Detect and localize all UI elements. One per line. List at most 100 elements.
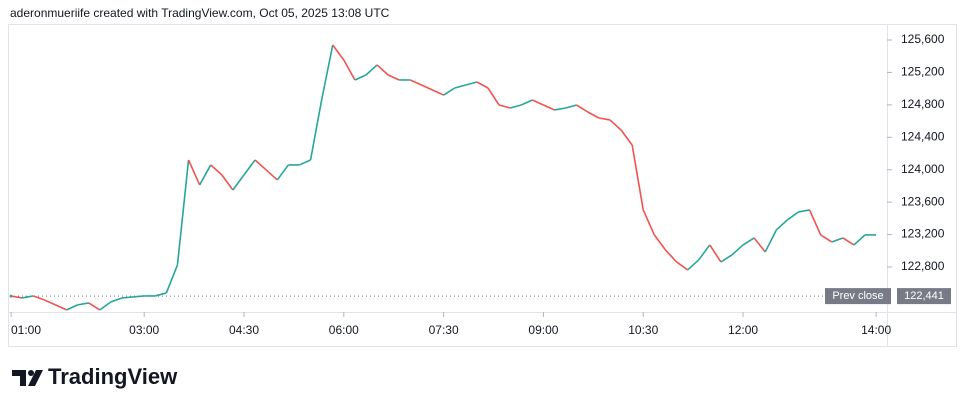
price-segment	[620, 129, 633, 146]
prev-close-value-tag	[897, 288, 951, 305]
price-segment	[631, 144, 645, 211]
price-segment	[709, 244, 722, 263]
y-tick-label: 124,800	[901, 97, 945, 111]
price-segment	[44, 299, 56, 306]
x-tick-label: 04:30	[229, 323, 259, 337]
price-segment	[520, 99, 533, 106]
price-segment	[332, 44, 345, 61]
price-segment	[742, 237, 755, 246]
price-segment	[687, 259, 700, 271]
logo-text: TradingView	[48, 364, 178, 389]
x-tick-label: 14:00	[861, 323, 891, 337]
price-segment	[676, 261, 689, 271]
y-tick-label: 124,000	[901, 162, 945, 176]
price-segment	[853, 234, 866, 246]
price-segment	[820, 234, 833, 243]
y-tick-label: 125,200	[901, 65, 945, 79]
price-segment	[254, 159, 267, 171]
price-segment	[10, 295, 23, 299]
price-segment	[609, 119, 622, 131]
price-segment	[299, 159, 311, 166]
price-segment	[77, 302, 89, 306]
price-segment	[808, 209, 822, 236]
price-segment	[753, 237, 766, 253]
price-segment	[554, 107, 566, 111]
price-segment	[476, 81, 489, 89]
price-segment	[99, 301, 112, 311]
price-segment	[598, 117, 611, 121]
price-segment	[543, 104, 555, 111]
price-segment	[764, 229, 778, 253]
price-segment	[642, 209, 656, 236]
price-segment	[88, 302, 101, 311]
price-segment	[33, 295, 45, 301]
price-segment	[532, 99, 544, 106]
price-segment	[498, 104, 511, 109]
y-tick-label: 124,400	[901, 129, 945, 143]
x-tick-label: 06:00	[329, 323, 359, 337]
price-segment	[320, 44, 334, 101]
price-segment	[698, 244, 711, 261]
x-tick-label: 12:00	[728, 323, 758, 337]
price-segment	[831, 237, 844, 243]
y-tick-label: 123,200	[901, 227, 945, 241]
price-segment	[210, 164, 223, 176]
price-segment	[421, 84, 433, 91]
price-segment	[66, 304, 78, 311]
price-segment	[432, 89, 444, 96]
price-segment	[775, 219, 788, 231]
price-segment	[664, 249, 678, 263]
frame	[8, 24, 957, 347]
x-tick-label: 01:00	[11, 323, 41, 337]
price-segment	[443, 87, 456, 96]
price-segment	[731, 244, 744, 256]
price-segment	[176, 159, 190, 265]
price-segment	[110, 297, 123, 303]
logo-icon	[12, 370, 43, 386]
price-segment	[55, 304, 67, 311]
price-segment	[509, 104, 522, 109]
price-segment	[653, 234, 667, 251]
price-segment	[565, 104, 577, 109]
price-segment	[133, 295, 145, 298]
price-segment	[720, 254, 733, 263]
price-segment	[155, 292, 167, 297]
price-segment	[387, 74, 400, 81]
price-segment	[309, 99, 323, 161]
price-segment	[243, 159, 256, 176]
price-segment	[376, 64, 389, 76]
price-segment	[221, 174, 234, 191]
price-segment	[354, 74, 367, 81]
price-segment	[587, 111, 600, 119]
x-tick-label: 07:30	[429, 323, 459, 337]
price-segment	[276, 164, 290, 181]
prev-close-label: Prev close	[832, 290, 883, 302]
price-segment	[22, 295, 34, 299]
price-segment	[842, 237, 855, 246]
price-segment	[187, 159, 201, 186]
x-tick-label: 03:00	[129, 323, 159, 337]
price-segment	[410, 79, 422, 86]
y-tick-label: 125,600	[901, 32, 945, 46]
price-segment	[798, 209, 810, 213]
x-tick-label: 10:30	[628, 323, 658, 337]
x-tick-label: 09:00	[528, 323, 558, 337]
price-segment	[465, 81, 478, 86]
price-segment	[121, 296, 134, 299]
price-segment	[487, 87, 500, 106]
price-segment	[365, 64, 378, 76]
price-segment	[343, 59, 356, 81]
price-segment	[232, 174, 245, 191]
prev-close-tag	[825, 288, 891, 305]
price-segment	[454, 84, 467, 89]
price-segment	[576, 104, 589, 113]
y-tick-label: 122,800	[901, 259, 945, 273]
price-segment	[786, 211, 799, 221]
price-segment	[265, 169, 278, 181]
price-segment	[165, 264, 179, 294]
y-tick-label: 123,600	[901, 194, 945, 208]
prev-close-value: 122,441	[904, 290, 944, 302]
price-segment	[198, 164, 212, 186]
